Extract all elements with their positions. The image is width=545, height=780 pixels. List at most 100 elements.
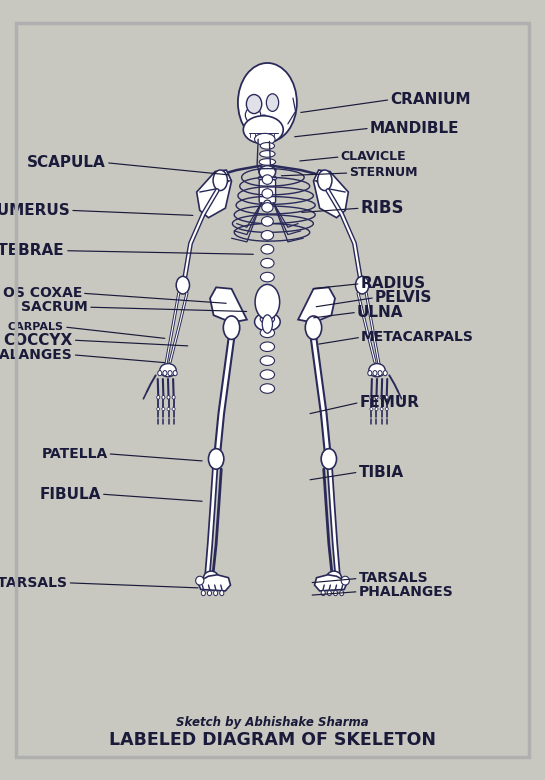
Ellipse shape: [334, 590, 337, 596]
Text: SCAPULA: SCAPULA: [27, 155, 106, 170]
Text: MANDIBLE: MANDIBLE: [370, 121, 459, 136]
Ellipse shape: [260, 314, 275, 324]
Text: PELVIS: PELVIS: [375, 290, 432, 305]
Ellipse shape: [369, 363, 385, 377]
Text: PHALANGES: PHALANGES: [359, 585, 453, 598]
Ellipse shape: [238, 63, 297, 142]
Ellipse shape: [260, 286, 275, 296]
Text: TARSALS: TARSALS: [359, 572, 428, 586]
Text: RADIUS: RADIUS: [361, 276, 426, 291]
Text: CLAVICLE: CLAVICLE: [341, 151, 406, 163]
Ellipse shape: [259, 165, 276, 179]
Ellipse shape: [172, 395, 175, 399]
Ellipse shape: [258, 175, 277, 182]
Ellipse shape: [370, 395, 373, 399]
Ellipse shape: [173, 370, 177, 376]
Text: HUMERUS: HUMERUS: [0, 203, 70, 218]
Polygon shape: [298, 287, 335, 323]
Text: RIBS: RIBS: [361, 199, 404, 217]
Ellipse shape: [158, 370, 162, 376]
FancyBboxPatch shape: [259, 179, 276, 203]
Ellipse shape: [370, 408, 373, 410]
Ellipse shape: [255, 285, 280, 320]
Ellipse shape: [375, 395, 378, 399]
Ellipse shape: [375, 408, 378, 410]
Ellipse shape: [262, 315, 272, 333]
Ellipse shape: [167, 395, 170, 399]
Ellipse shape: [260, 151, 275, 158]
Text: METACARPALS: METACARPALS: [361, 330, 474, 344]
Ellipse shape: [260, 356, 275, 366]
Ellipse shape: [203, 571, 219, 586]
Text: METATARSALS: METATARSALS: [0, 576, 68, 590]
Ellipse shape: [328, 590, 331, 596]
Ellipse shape: [326, 571, 342, 586]
Text: VERTEBRAE: VERTEBRAE: [0, 243, 65, 258]
Ellipse shape: [260, 370, 275, 379]
Text: ULNA: ULNA: [357, 305, 403, 320]
Text: PHALANGES: PHALANGES: [0, 348, 72, 362]
Ellipse shape: [321, 590, 325, 596]
Text: FIBULA: FIBULA: [39, 487, 101, 502]
Ellipse shape: [196, 576, 204, 585]
Ellipse shape: [260, 384, 275, 393]
Ellipse shape: [321, 448, 337, 470]
Ellipse shape: [340, 590, 344, 596]
Ellipse shape: [201, 590, 205, 596]
Ellipse shape: [385, 408, 388, 410]
Polygon shape: [314, 575, 347, 591]
Ellipse shape: [243, 115, 283, 144]
Text: TIBIA: TIBIA: [359, 465, 404, 480]
Text: Sketch by Abhishake Sharma: Sketch by Abhishake Sharma: [176, 715, 369, 729]
Ellipse shape: [261, 258, 274, 268]
Ellipse shape: [168, 370, 172, 376]
Ellipse shape: [380, 408, 383, 410]
Text: CARPALS: CARPALS: [8, 322, 64, 332]
Ellipse shape: [305, 316, 322, 339]
Text: COCCYX: COCCYX: [3, 332, 72, 348]
Ellipse shape: [167, 408, 170, 410]
Ellipse shape: [378, 370, 382, 376]
Ellipse shape: [262, 217, 273, 226]
Ellipse shape: [255, 313, 280, 331]
Ellipse shape: [355, 276, 369, 294]
Polygon shape: [313, 170, 348, 218]
Ellipse shape: [380, 395, 383, 399]
Ellipse shape: [385, 395, 388, 399]
Ellipse shape: [255, 133, 275, 145]
Text: LABELED DIAGRAM OF SKELETON: LABELED DIAGRAM OF SKELETON: [109, 732, 436, 750]
Ellipse shape: [383, 370, 387, 376]
Text: FEMUR: FEMUR: [360, 395, 420, 410]
Text: SACRUM: SACRUM: [21, 300, 88, 314]
Ellipse shape: [341, 576, 349, 585]
Ellipse shape: [176, 276, 190, 294]
Ellipse shape: [220, 590, 224, 596]
Ellipse shape: [157, 395, 160, 399]
Ellipse shape: [259, 167, 276, 173]
Ellipse shape: [160, 363, 176, 377]
Ellipse shape: [213, 170, 227, 190]
Ellipse shape: [260, 328, 275, 338]
Ellipse shape: [245, 107, 261, 123]
Ellipse shape: [208, 590, 211, 596]
Ellipse shape: [223, 316, 240, 339]
Ellipse shape: [172, 408, 175, 410]
Ellipse shape: [261, 244, 274, 254]
Ellipse shape: [318, 170, 332, 190]
Ellipse shape: [208, 448, 224, 470]
Polygon shape: [210, 287, 247, 323]
Text: OS COXAE: OS COXAE: [3, 286, 82, 300]
Ellipse shape: [264, 200, 271, 207]
Ellipse shape: [261, 272, 274, 282]
Polygon shape: [197, 170, 232, 218]
Ellipse shape: [261, 231, 274, 240]
Ellipse shape: [162, 395, 165, 399]
Ellipse shape: [368, 370, 372, 376]
Ellipse shape: [373, 370, 377, 376]
Ellipse shape: [246, 94, 262, 114]
Ellipse shape: [162, 408, 165, 410]
Text: CRANIUM: CRANIUM: [390, 92, 471, 107]
Ellipse shape: [262, 175, 272, 184]
Ellipse shape: [214, 590, 217, 596]
Polygon shape: [198, 575, 231, 591]
